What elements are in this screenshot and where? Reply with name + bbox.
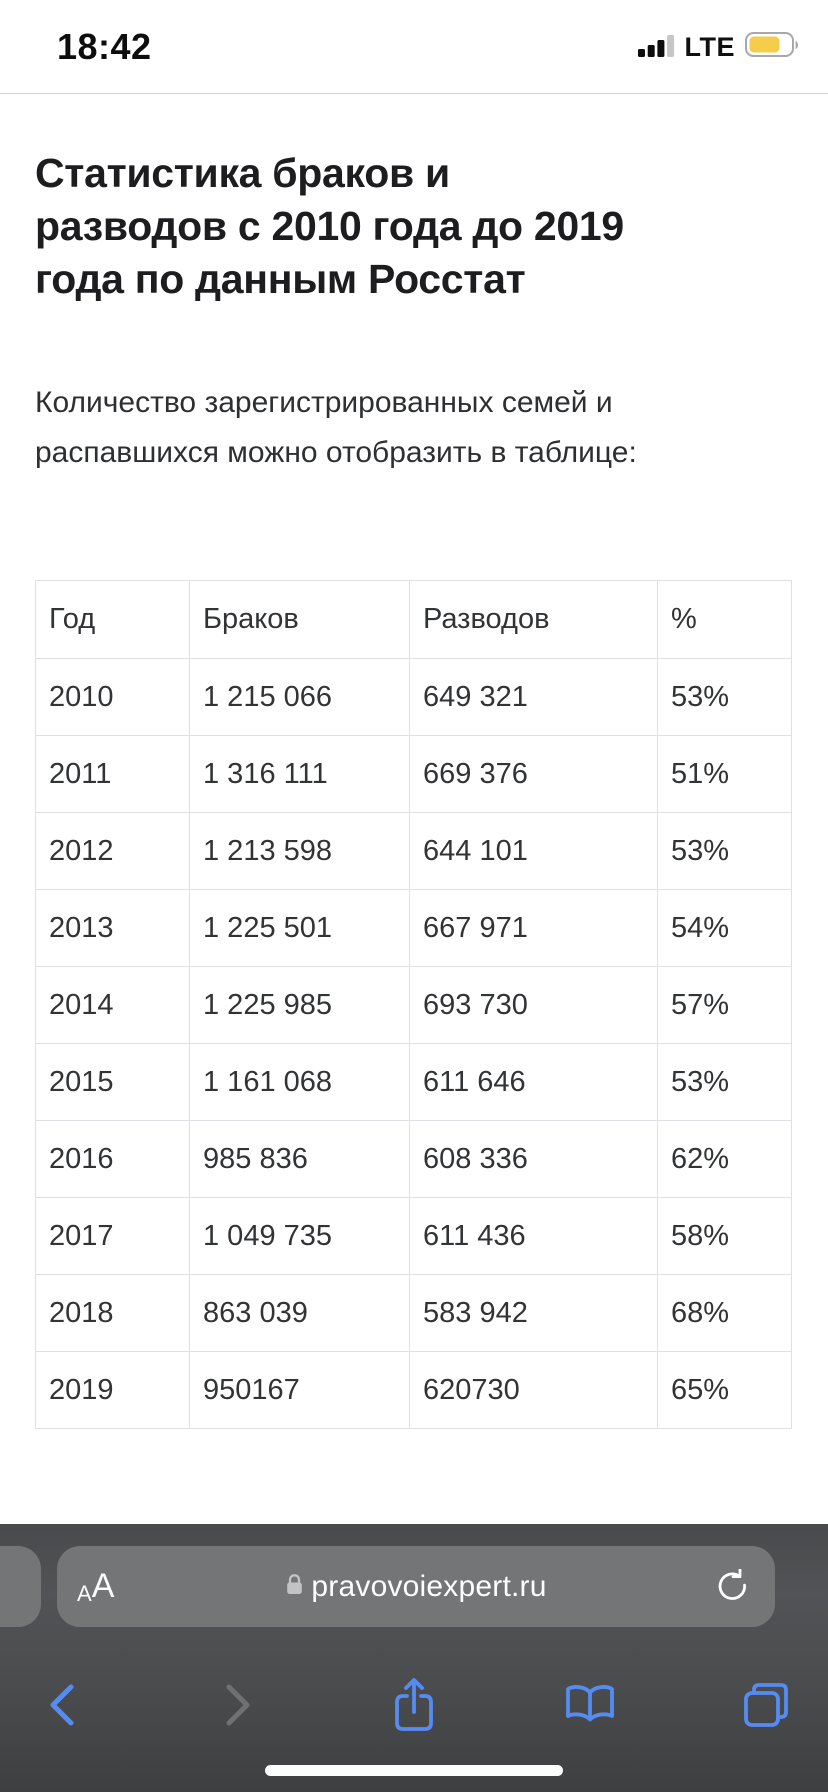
table-row: 2015 1 161 068 611 646 53% xyxy=(35,1043,792,1121)
table-row: 2019 950167 620730 65% xyxy=(35,1351,792,1429)
table-cell: 583 942 xyxy=(409,1274,658,1352)
refresh-button[interactable] xyxy=(715,1546,749,1627)
battery-icon-low-power xyxy=(745,32,802,63)
address-bar[interactable]: A A pravovoiexpert.ru xyxy=(57,1546,775,1627)
table-row: 2014 1 225 985 693 730 57% xyxy=(35,966,792,1044)
table-cell: 649 321 xyxy=(409,658,658,736)
page-title-line-2: разводов с 2010 года до 2019 xyxy=(35,203,624,249)
table-cell: 62% xyxy=(657,1120,792,1198)
safari-bottom-bar: A A pravovoiexpert.ru xyxy=(0,1524,828,1792)
stats-table-header-row: Год Браков Разводов% xyxy=(35,580,792,659)
table-cell: 1 213 598 xyxy=(189,812,410,890)
table-row: 2018 863 039 583 942 68% xyxy=(35,1274,792,1352)
table-cell: 2011 xyxy=(35,735,190,813)
lock-icon xyxy=(285,1572,304,1602)
intro-line-1: Количество зарегистрированных семей и xyxy=(35,386,613,419)
table-cell: 620730 xyxy=(409,1351,658,1429)
table-cell: 54% xyxy=(657,889,792,967)
table-cell: 2012 xyxy=(35,812,190,890)
table-cell: 58% xyxy=(657,1197,792,1275)
table-cell: 68% xyxy=(657,1274,792,1352)
table-cell: 950167 xyxy=(189,1351,410,1429)
status-icons: LTE xyxy=(637,32,803,63)
intro-line-2: распавшихся можно отобразить в таблице: xyxy=(35,436,637,469)
status-bar: 18:42 LTE xyxy=(0,0,828,94)
table-cell: 1 225 985 xyxy=(189,966,410,1044)
table-cell: 667 971 xyxy=(409,889,658,967)
table-cell: 2015 xyxy=(35,1043,190,1121)
table-cell: 608 336 xyxy=(409,1120,658,1198)
table-header-cell: % xyxy=(657,580,792,659)
stats-table-body: 2010 1 215 066 649 321 53% 2011 1 316 111 669 … xyxy=(35,658,792,1429)
intro-paragraph: Количество зарегистрированных семей и ра… xyxy=(35,378,790,478)
table-cell: 2013 xyxy=(35,889,190,967)
table-row: 2012 1 213 598 644 101 53% xyxy=(35,812,792,890)
url-display: pravovoiexpert.ru xyxy=(285,1570,546,1604)
table-row: 2013 1 225 501 667 971 54% xyxy=(35,889,792,967)
table-cell: 53% xyxy=(657,812,792,890)
table-cell: 2016 xyxy=(35,1120,190,1198)
share-button[interactable] xyxy=(386,1673,442,1737)
stats-table: Год Браков Разводов% 2010 1 215 066 649 321 5… xyxy=(35,580,792,1429)
table-cell: 1 316 111 xyxy=(189,735,410,813)
tabs-button[interactable] xyxy=(738,1673,794,1737)
table-cell: 65% xyxy=(657,1351,792,1429)
table-cell: 863 039 xyxy=(189,1274,410,1352)
table-cell: 1 049 735 xyxy=(189,1197,410,1275)
table-cell: 2017 xyxy=(35,1197,190,1275)
table-cell: 644 101 xyxy=(409,812,658,890)
table-cell: 51% xyxy=(657,735,792,813)
table-header-cell: Браков xyxy=(189,580,410,659)
table-cell: 1 225 501 xyxy=(189,889,410,967)
back-button[interactable] xyxy=(34,1673,90,1737)
cellular-signal-icon xyxy=(637,33,675,63)
network-type-label: LTE xyxy=(684,32,735,62)
table-cell: 2010 xyxy=(35,658,190,736)
forward-button[interactable] xyxy=(210,1673,266,1737)
page-title-line-3: года по данным Росстат xyxy=(35,256,526,302)
table-row: 2017 1 049 735 611 436 58% xyxy=(35,1197,792,1275)
table-cell: 57% xyxy=(657,966,792,1044)
table-cell: 2018 xyxy=(35,1274,190,1352)
table-cell: 1 161 068 xyxy=(189,1043,410,1121)
table-row: 2016 985 836 608 336 62% xyxy=(35,1120,792,1198)
article: Статистика браков и разводов с 2010 года… xyxy=(35,147,792,1429)
table-cell: 669 376 xyxy=(409,735,658,813)
previous-tab-edge[interactable] xyxy=(0,1546,41,1627)
table-cell: 693 730 xyxy=(409,966,658,1044)
table-cell: 611 646 xyxy=(409,1043,658,1121)
table-cell: 2014 xyxy=(35,966,190,1044)
reader-large-a: A xyxy=(91,1567,115,1605)
reader-small-a: A xyxy=(77,1580,92,1606)
table-row: 2011 1 316 111 669 376 51% xyxy=(35,735,792,813)
table-cell: 611 436 xyxy=(409,1197,658,1275)
url-text: pravovoiexpert.ru xyxy=(311,1569,547,1603)
table-cell: 2019 xyxy=(35,1351,190,1429)
clock: 18:42 xyxy=(57,26,152,67)
table-cell: 53% xyxy=(657,658,792,736)
home-indicator[interactable] xyxy=(265,1765,563,1776)
page-title-line-1: Статистика браков и xyxy=(35,150,450,196)
table-header-cell: Год xyxy=(35,580,190,659)
bottom-toolbar xyxy=(0,1650,828,1760)
table-cell: 53% xyxy=(657,1043,792,1121)
reader-view-button[interactable]: A A xyxy=(77,1546,114,1627)
table-row: 2010 1 215 066 649 321 53% xyxy=(35,658,792,736)
table-cell: 1 215 066 xyxy=(189,658,410,736)
page-title: Статистика браков и разводов с 2010 года… xyxy=(35,147,790,306)
table-cell: 985 836 xyxy=(189,1120,410,1198)
table-header-cell: Разводов xyxy=(409,580,658,659)
bookmarks-button[interactable] xyxy=(562,1673,618,1737)
